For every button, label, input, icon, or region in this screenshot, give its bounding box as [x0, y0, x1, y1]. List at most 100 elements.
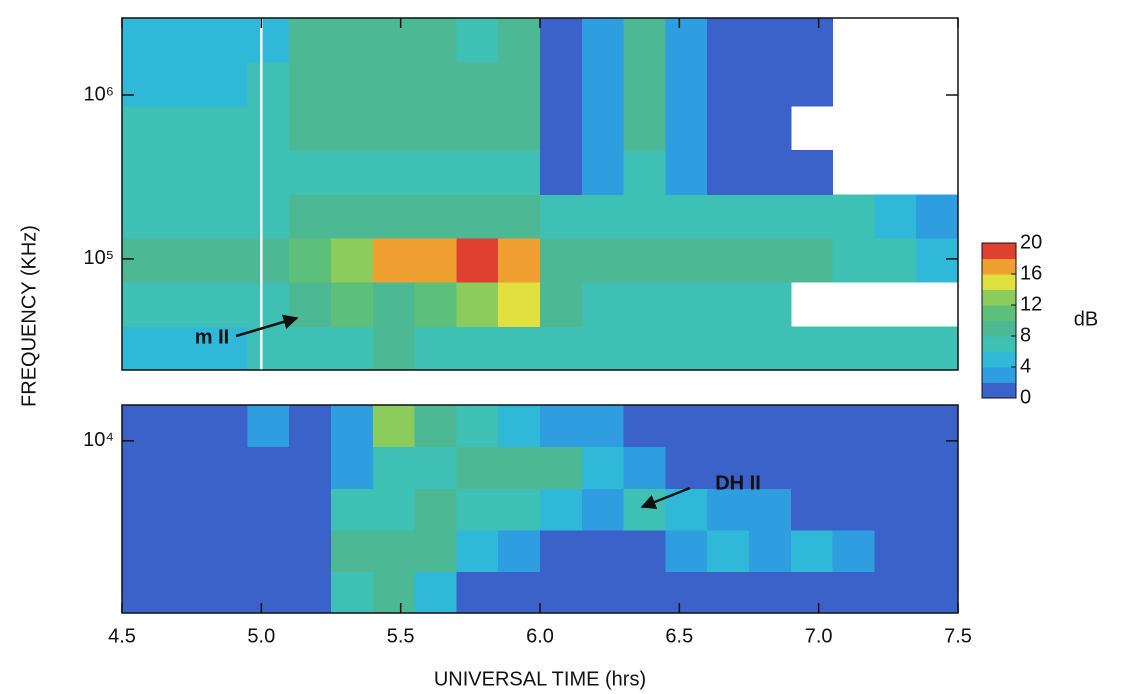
heatmap-cell — [623, 405, 666, 448]
heatmap-cell — [331, 150, 374, 195]
heatmap-cell — [247, 150, 290, 195]
colorbar-band — [982, 336, 1016, 352]
heatmap-cell — [331, 446, 374, 489]
heatmap-cell — [414, 18, 457, 63]
heatmap-cell — [205, 150, 248, 195]
heatmap-cell — [581, 61, 625, 107]
heatmap-cell — [331, 326, 374, 371]
heatmap-cell — [790, 571, 834, 614]
heatmap-cell — [581, 105, 625, 151]
heatmap-cell — [916, 446, 959, 489]
heatmap-cell — [372, 18, 416, 63]
heatmap-cell — [832, 326, 875, 371]
heatmap-cell — [247, 326, 290, 371]
heatmap-cell — [331, 18, 374, 63]
colorbar-band — [982, 351, 1016, 368]
heatmap-cell — [665, 105, 708, 151]
heatmap-cell — [874, 405, 917, 448]
heatmap-cell — [665, 529, 708, 572]
heatmap-cell — [456, 529, 499, 572]
heatmap-cell — [205, 18, 248, 63]
heatmap-cell — [414, 105, 457, 151]
heatmap-cell — [205, 61, 248, 107]
heatmap-cell — [122, 150, 165, 195]
heatmap-cell — [665, 61, 708, 107]
heatmap-cell — [163, 529, 207, 572]
heatmap-cell — [623, 446, 666, 489]
heatmap-cell — [749, 18, 792, 63]
heatmap-cell — [456, 18, 499, 63]
heatmap-cell — [790, 61, 834, 107]
heatmap-cell — [122, 446, 165, 489]
heatmap-cell — [247, 488, 290, 531]
heatmap-cell — [247, 18, 290, 63]
heatmap-cell — [247, 105, 290, 151]
heatmap-cell — [707, 488, 750, 531]
heatmap-cell — [749, 150, 792, 195]
heatmap-cell — [498, 326, 541, 371]
heatmap-cell — [372, 326, 416, 371]
heatmap-cell — [414, 238, 457, 283]
heatmap-cell — [540, 405, 583, 448]
colorbar-tick-label: 0 — [1020, 386, 1031, 408]
x-tick-label: 7.0 — [805, 625, 833, 647]
heatmap-cell — [581, 194, 625, 239]
heatmap-cell — [289, 405, 332, 448]
heatmap-cell — [122, 61, 165, 107]
heatmap-cell — [247, 238, 290, 283]
x-tick-label: 4.5 — [108, 625, 136, 647]
heatmap-cell — [122, 571, 165, 614]
heatmap-cell — [790, 18, 834, 63]
heatmap-cell — [122, 529, 165, 572]
heatmap-cell — [874, 488, 917, 531]
colorbar-band — [982, 367, 1016, 383]
colorbar-band — [982, 258, 1016, 275]
heatmap-cell — [498, 405, 541, 448]
heatmap-cell — [540, 326, 583, 371]
heatmap-cell — [247, 529, 290, 572]
heatmap-cell — [832, 446, 875, 489]
heatmap-cell — [289, 194, 332, 239]
heatmap-cell — [456, 150, 499, 195]
heatmap-cell — [665, 194, 708, 239]
heatmap-cell — [289, 529, 332, 572]
heatmap-cell — [205, 405, 248, 448]
heatmap-cell — [456, 105, 499, 151]
annotation: m II — [195, 326, 229, 348]
heatmap-cell — [372, 446, 416, 489]
heatmap-cell — [790, 150, 834, 195]
heatmap-cell — [247, 61, 290, 107]
heatmap-cell — [623, 529, 666, 572]
heatmap-cell — [205, 488, 248, 531]
heatmap-cell — [498, 61, 541, 107]
heatmap-cell — [581, 529, 625, 572]
heatmap-cell — [331, 194, 374, 239]
heatmap-cell — [456, 282, 499, 327]
heatmap-cell — [163, 105, 207, 151]
heatmap-cell — [581, 326, 625, 371]
heatmap-cell — [749, 529, 792, 572]
heatmap-cell — [205, 105, 248, 151]
heatmap-cell — [916, 326, 959, 371]
heatmap-cell — [247, 194, 290, 239]
heatmap-cell — [623, 488, 666, 531]
heatmap-cell — [665, 150, 708, 195]
heatmap-cell — [289, 488, 332, 531]
heatmap-cell — [331, 238, 374, 283]
heatmap-cell — [665, 446, 708, 489]
heatmap-cell — [707, 326, 750, 371]
colorbar-band — [982, 382, 1016, 399]
heatmap-cell — [498, 18, 541, 63]
heatmap-cell — [289, 18, 332, 63]
heatmap-cell — [372, 529, 416, 572]
heatmap-cell — [581, 238, 625, 283]
heatmap-cell — [372, 571, 416, 614]
heatmap-cell — [498, 571, 541, 614]
heatmap-cell — [623, 150, 666, 195]
heatmap-cell — [623, 105, 666, 151]
heatmap-cell — [122, 488, 165, 531]
heatmap-cell — [916, 488, 959, 531]
heatmap-cell — [163, 238, 207, 283]
heatmap-cell — [414, 282, 457, 327]
heatmap-cell — [832, 194, 875, 239]
